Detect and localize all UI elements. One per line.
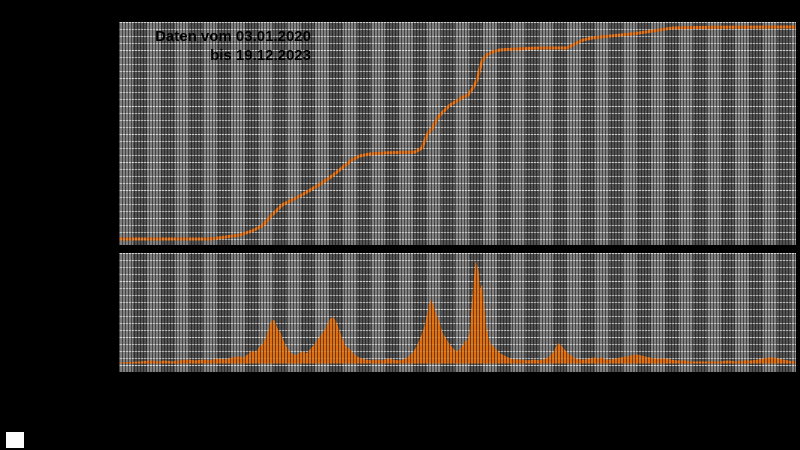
lower-chart-panel [119, 253, 796, 372]
chart-canvas: Daten vom 03.01.2020 bis 19.12.2023 [0, 0, 800, 450]
white-marker-square [6, 432, 24, 448]
upper-chart-panel: Daten vom 03.01.2020 bis 19.12.2023 [119, 22, 796, 245]
daily-area [119, 253, 796, 372]
chart-title-line2: bis 19.12.2023 [145, 46, 311, 65]
chart-title: Daten vom 03.01.2020 bis 19.12.2023 [145, 27, 311, 65]
chart-title-line1: Daten vom 03.01.2020 [145, 27, 311, 46]
